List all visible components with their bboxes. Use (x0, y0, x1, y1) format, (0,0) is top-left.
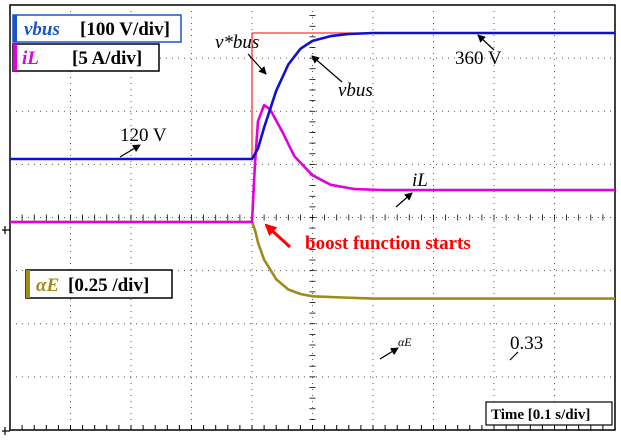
grid (9, 4, 616, 431)
timebase-label: Time [0.1 s/div] (491, 407, 590, 423)
annotation-boost-start: boost function starts (305, 233, 471, 254)
annotation-vbus: vbus (338, 80, 373, 101)
traces (10, 31, 615, 300)
arrow-360v (477, 34, 495, 51)
trace-v-bus (10, 31, 615, 161)
annotation-vbus-ref: v*bus (215, 32, 259, 53)
timebase-box: Time [0.1 s/div] (485, 401, 613, 426)
annotation-il: iL (412, 170, 428, 191)
arrow-boost-start (264, 223, 292, 249)
arrow-il (395, 192, 413, 208)
arrow-vbus (311, 55, 343, 83)
arrow-alpha (379, 347, 399, 360)
legend-alpha: αE [0.25 /div] (25, 269, 173, 299)
arrow-120v (119, 144, 141, 158)
legend-il: iL [5 A/div] (12, 43, 160, 72)
legend-il-scale: [5 A/div] (72, 48, 142, 69)
annotation-360v: 360 V (455, 48, 502, 69)
legend-alpha-symbol: αE (36, 275, 59, 296)
annotation-033: 0.33 (510, 333, 543, 354)
legend-vbus: vbus [100 V/div] (12, 14, 182, 43)
arrow-033 (509, 351, 519, 361)
legend-vbus-scale: [100 V/div] (80, 19, 170, 40)
annotation-alpha: αE (398, 335, 412, 349)
legend-alpha-scale: [0.25 /div] (68, 275, 149, 296)
annotation-120v: 120 V (120, 125, 167, 146)
arrow-vbus-ref (247, 53, 267, 75)
trace-alpha-E (10, 220, 615, 300)
trace-i-L (10, 103, 615, 224)
legend-il-symbol: iL (22, 48, 39, 69)
legend-vbus-symbol: vbus (24, 19, 60, 40)
ground-marker-lower (2, 427, 10, 435)
ground-marker-upper (2, 226, 10, 234)
